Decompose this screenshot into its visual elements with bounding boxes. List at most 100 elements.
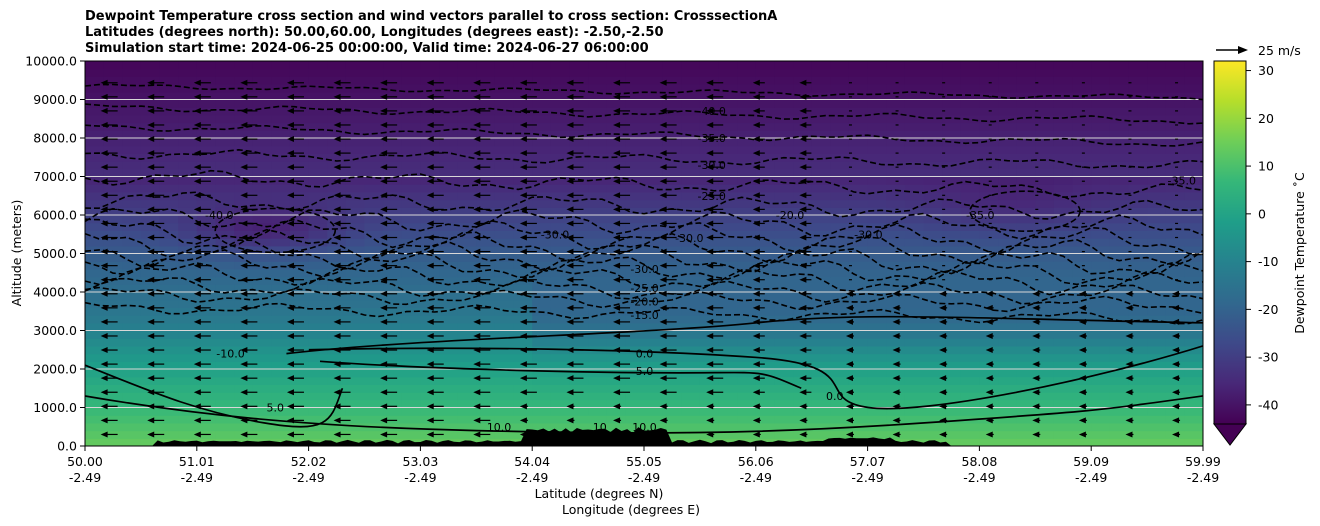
- wind-vector: [333, 234, 351, 241]
- wind-vector: [752, 192, 765, 199]
- wind-vector: [100, 304, 118, 311]
- x-tick-label-lon: -2.49: [740, 470, 772, 485]
- contour-negative: [85, 191, 1203, 220]
- wind-vector: [147, 318, 165, 325]
- wind-vector: [752, 164, 765, 171]
- title-line-3: Simulation start time: 2024-06-25 00:00:…: [85, 41, 649, 56]
- wind-vector: [985, 431, 994, 438]
- wind-vector: [706, 136, 724, 143]
- wind-vector: [380, 220, 398, 227]
- wind-vector: [706, 276, 724, 283]
- wind-vector: [286, 150, 304, 157]
- wind-vector: [519, 332, 537, 339]
- wind-vector: [752, 93, 765, 100]
- wind-vector: [939, 417, 948, 424]
- title-line-1: Dewpoint Temperature cross section and w…: [85, 9, 778, 24]
- wind-vector: [1125, 304, 1134, 311]
- wind-vector: [706, 361, 724, 368]
- wind-vector: [1032, 304, 1041, 311]
- y-axis-label: Altitude (meters): [9, 200, 24, 307]
- wind-vector: [426, 220, 444, 227]
- contour-label: 5.0: [636, 365, 654, 378]
- x-tick-label-lon: -2.49: [851, 470, 883, 485]
- wind-vector: [100, 150, 118, 157]
- wind-vector: [473, 332, 491, 339]
- wind-vector: [286, 347, 304, 354]
- quiver-key-label: 25 m/s: [1258, 43, 1301, 58]
- wind-vector: [147, 164, 165, 171]
- x-tick-label-lat: 56.06: [738, 454, 774, 469]
- colorbar: -40 -30 -20 -10 0 10 20 30: [1212, 60, 1278, 446]
- wind-vector: [473, 262, 491, 269]
- wind-vector: [426, 136, 444, 143]
- wind-vector: [100, 136, 118, 143]
- wind-vector: [240, 206, 258, 213]
- wind-vector: [426, 93, 444, 100]
- wind-vector: [286, 79, 304, 86]
- wind-vector: [426, 389, 444, 396]
- contour-positive: [319, 360, 802, 390]
- contour-label: -35.0: [1168, 174, 1196, 187]
- wind-vector: [613, 93, 631, 100]
- wind-vector: [892, 403, 901, 410]
- wind-vector: [193, 389, 211, 396]
- wind-vector: [1078, 304, 1087, 311]
- wind-vector: [799, 136, 812, 143]
- wind-vector: [147, 347, 165, 354]
- wind-vector: [473, 431, 491, 438]
- wind-vector: [1032, 318, 1041, 325]
- wind-vector: [286, 290, 304, 297]
- y-tick-label: 0.0: [57, 439, 77, 454]
- wind-vector: [752, 206, 765, 213]
- wind-vector: [799, 164, 812, 171]
- wind-vector: [519, 79, 537, 86]
- colorbar-extend-min: [1212, 423, 1248, 446]
- wind-vector: [706, 192, 724, 199]
- x-tick-label-lon: -2.49: [404, 470, 436, 485]
- wind-vector: [147, 234, 165, 241]
- wind-vector: [193, 403, 211, 410]
- wind-vector: [566, 107, 584, 114]
- wind-vector: [193, 192, 211, 199]
- wind-vector: [333, 361, 351, 368]
- wind-vector: [566, 262, 584, 269]
- wind-vector: [286, 220, 304, 227]
- wind-vector: [240, 164, 258, 171]
- colorbar-tick-label: -40: [1258, 397, 1278, 412]
- wind-vector: [380, 389, 398, 396]
- wind-vector: [380, 206, 398, 213]
- wind-vector: [659, 347, 677, 354]
- wind-vector: [240, 136, 258, 143]
- x-tick-label-lon: -2.49: [69, 470, 101, 485]
- wind-vector: [426, 431, 444, 438]
- wind-vector: [286, 332, 304, 339]
- wind-vector: [706, 304, 724, 311]
- wind-vector: [566, 403, 575, 410]
- colorbar-body: [1213, 60, 1247, 425]
- wind-vector: [147, 361, 165, 368]
- wind-vector: [659, 304, 677, 311]
- wind-vector: [706, 318, 724, 325]
- x-axis-label-2: Longitude (degrees E): [562, 502, 700, 517]
- wind-vector: [240, 150, 258, 157]
- wind-vector: [473, 164, 491, 171]
- wind-vector: [845, 417, 854, 424]
- wind-vector: [426, 347, 444, 354]
- wind-vector: [100, 192, 118, 199]
- wind-vector: [426, 150, 444, 157]
- wind-vector: [985, 347, 994, 354]
- wind-vector: [100, 332, 118, 339]
- wind-vector: [193, 290, 211, 297]
- wind-vector: [706, 403, 715, 410]
- wind-vector: [892, 318, 901, 325]
- wind-vector: [706, 417, 715, 424]
- contour-positive: [85, 395, 1203, 434]
- wind-vector: [100, 403, 118, 410]
- wind-vector: [333, 150, 351, 157]
- wind-vector: [659, 178, 677, 185]
- wind-vector: [193, 375, 211, 382]
- wind-vector: [799, 234, 812, 241]
- y-tick-label: 7000.0: [33, 169, 77, 184]
- wind-vector: [100, 121, 118, 128]
- wind-vector: [613, 178, 631, 185]
